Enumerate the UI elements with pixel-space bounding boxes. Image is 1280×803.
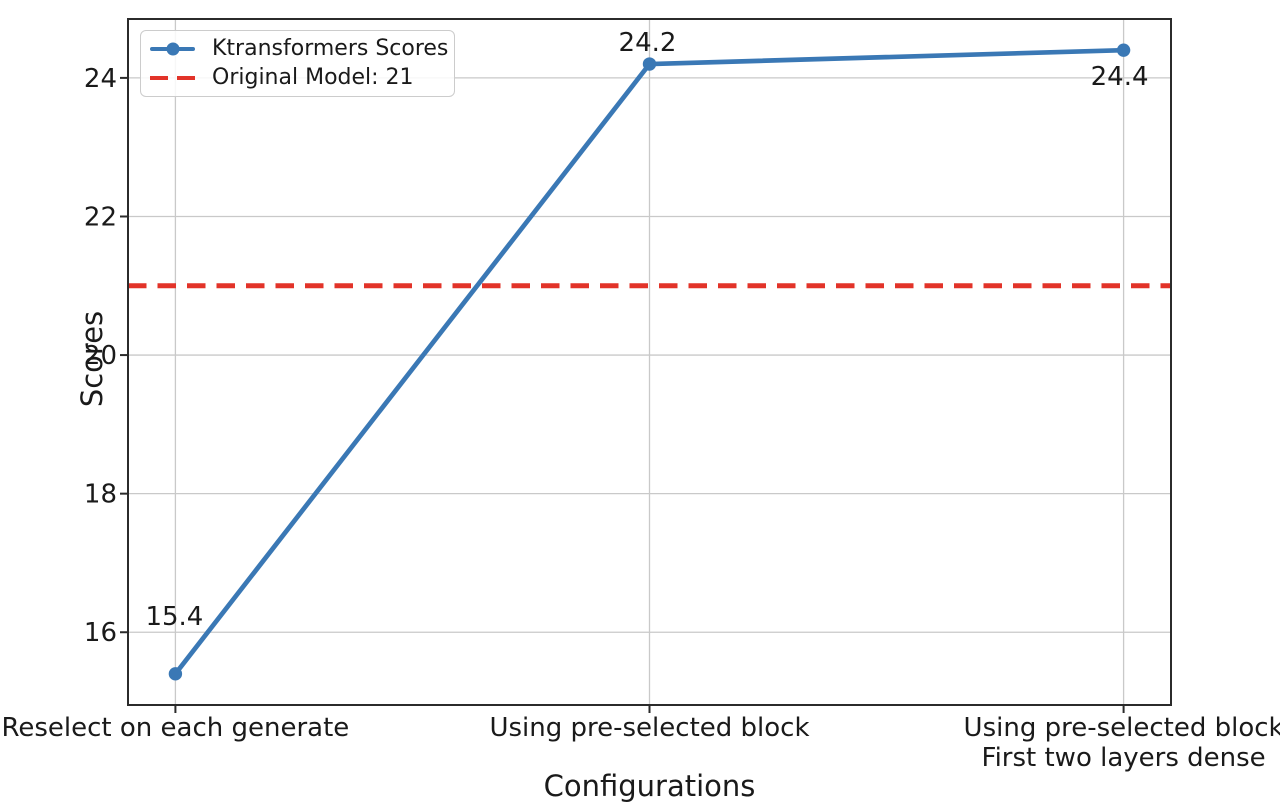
- data-point-label: 15.4: [145, 602, 203, 632]
- legend-dash-segment: [150, 75, 168, 81]
- x-tick-label: Reselect on each generate: [1, 713, 349, 743]
- y-tick-label: 20: [84, 341, 117, 371]
- legend-item-ktransformers-scores: Ktransformers Scores: [150, 35, 448, 63]
- chart-legend: Ktransformers Scores Original Model: 21: [140, 30, 455, 97]
- x-tick-label: First two layers dense: [982, 743, 1266, 773]
- legend-dashed-line-icon: [150, 75, 195, 81]
- data-point-marker: [1116, 43, 1131, 57]
- y-tick-label: 18: [84, 480, 117, 510]
- legend-solid-line-marker-icon: [150, 42, 195, 56]
- data-point-label: 24.4: [1091, 62, 1149, 92]
- legend-dot-marker-icon: [166, 42, 179, 56]
- x-axis-label: Configurations: [543, 769, 756, 803]
- legend-item-original-model: Original Model: 21: [150, 64, 444, 92]
- data-point-marker: [642, 57, 657, 71]
- legend-dash-segment: [177, 75, 195, 81]
- plot-border: [127, 18, 1172, 706]
- x-tick-label: Using pre-selected block: [489, 713, 809, 743]
- y-tick-label: 24: [84, 64, 117, 94]
- data-point-label: 24.2: [619, 28, 677, 58]
- y-tick-label: 16: [84, 618, 117, 648]
- y-axis-label: Scores: [75, 310, 109, 408]
- x-tick-label: Using pre-selected block: [964, 713, 1280, 743]
- data-point-marker: [168, 667, 183, 681]
- legend-label-original-model: Original Model: 21: [212, 65, 414, 90]
- y-tick-label: 22: [84, 202, 117, 232]
- legend-label-ktransformers-scores: Ktransformers Scores: [212, 36, 449, 61]
